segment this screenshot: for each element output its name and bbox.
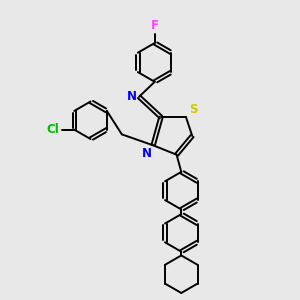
- Text: N: N: [127, 90, 136, 103]
- Text: Cl: Cl: [46, 123, 59, 136]
- Text: S: S: [189, 103, 198, 116]
- Text: F: F: [151, 19, 159, 32]
- Text: N: N: [142, 147, 152, 160]
